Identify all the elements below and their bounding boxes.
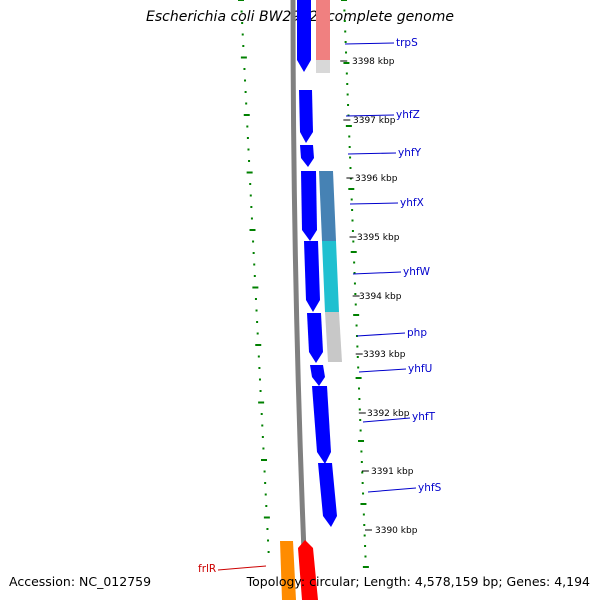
- kbp-ticks: [340, 60, 372, 531]
- genome-summary-text: Topology: circular; Length: 4,578,159 bp…: [246, 574, 590, 589]
- cds-yhfX[interactable]: [301, 171, 317, 241]
- cds-trpS[interactable]: [297, 0, 311, 72]
- feature-yhfW-ring2[interactable]: [322, 241, 339, 312]
- gc-skew-track-left: [238, 0, 270, 553]
- cds-yhfS[interactable]: [318, 463, 337, 527]
- trna-feature[interactable]: [316, 0, 330, 73]
- feature-ring-2: [316, 0, 342, 362]
- cds-yhfZ[interactable]: [299, 90, 313, 143]
- feature-yhfX-ring2[interactable]: [319, 171, 336, 241]
- gc-skew-track-right: [341, 0, 369, 568]
- backbone-circle: [290, 0, 309, 600]
- cds-yhfT[interactable]: [312, 386, 331, 464]
- cds-features: [297, 0, 337, 600]
- cds-php[interactable]: [307, 313, 323, 363]
- cds-yhfY[interactable]: [300, 145, 314, 167]
- feature-php-ring2[interactable]: [325, 312, 342, 362]
- cds-frlR[interactable]: [298, 540, 318, 600]
- accession-text: Accession: NC_012759: [9, 574, 152, 589]
- regulatory-feature[interactable]: [280, 541, 296, 600]
- gene-label-lines: [217, 42, 417, 571]
- cds-yhfW[interactable]: [304, 241, 320, 312]
- cds-yhfU[interactable]: [310, 365, 325, 386]
